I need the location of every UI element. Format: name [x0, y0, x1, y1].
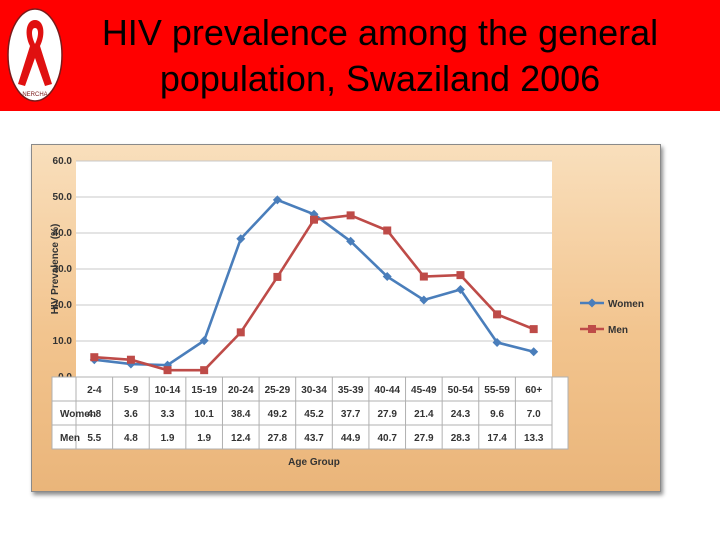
svg-text:NERCHA: NERCHA [22, 92, 47, 98]
y-tick-label: 30.0 [53, 264, 73, 275]
data-table [51, 376, 569, 450]
legend-marker [588, 325, 596, 333]
slide-header: NERCHA HIV prevalence among the general … [0, 0, 720, 111]
data-point-women [455, 285, 465, 295]
y-tick-label: 20.0 [53, 300, 73, 311]
data-point-women [199, 336, 209, 346]
table-cell-value: 4.8 [87, 409, 101, 420]
data-point-men [346, 211, 355, 220]
table-cell-value: 13.3 [524, 433, 544, 444]
y-tick-label: 10.0 [53, 336, 73, 347]
table-cell-value: 7.0 [527, 409, 541, 420]
x-tick-label: 50-54 [448, 385, 474, 396]
table-cell-value: 28.3 [451, 433, 471, 444]
data-point-men [200, 366, 209, 375]
x-tick-label: 5-9 [124, 385, 139, 396]
x-tick-label: 20-24 [228, 385, 254, 396]
legend-marker [587, 298, 597, 308]
table-cell-value: 21.4 [414, 409, 434, 420]
data-point-women [382, 272, 392, 282]
table-cell-value: 40.7 [377, 433, 397, 444]
y-tick-label: 40.0 [53, 228, 73, 239]
table-cell-value: 9.6 [490, 409, 504, 420]
data-point-women [126, 359, 136, 369]
table-cell-value: 45.2 [304, 409, 324, 420]
data-point-men [456, 271, 465, 280]
data-point-men [273, 272, 282, 281]
x-tick-label: 45-49 [411, 385, 437, 396]
table-cell-value: 27.8 [268, 433, 288, 444]
table-cell-value: 44.9 [341, 433, 361, 444]
table-cell-value: 24.3 [451, 409, 471, 420]
table-cell-value: 10.1 [194, 409, 214, 420]
x-tick-label: 30-34 [301, 385, 327, 396]
data-point-men [310, 215, 318, 224]
x-axis-label: Age Group [288, 457, 340, 468]
data-point-men [419, 272, 428, 281]
y-tick-label: 50.0 [53, 192, 73, 203]
data-point-women [272, 195, 282, 205]
data-point-men [383, 226, 392, 235]
x-tick-label: 2-4 [87, 385, 102, 396]
data-point-men [126, 355, 135, 364]
legend-label: Women [608, 299, 644, 310]
table-cell-value: 38.4 [231, 409, 251, 420]
table-cell-value: 4.8 [124, 433, 138, 444]
data-point-men [163, 366, 172, 375]
nercha-ribbon-logo: NERCHA [7, 8, 63, 102]
y-axis-label: HIV Prevalence (%) [50, 224, 61, 315]
table-series-name: Men [60, 433, 80, 444]
x-tick-label: 40-44 [374, 385, 400, 396]
table-cell-value: 3.3 [161, 409, 175, 420]
data-point-men [236, 328, 245, 337]
data-point-women [236, 234, 246, 244]
table-cell-value: 5.5 [87, 433, 101, 444]
data-point-men [493, 310, 502, 319]
x-tick-label: 15-19 [191, 385, 217, 396]
y-tick-label: 60.0 [53, 156, 73, 167]
data-point-men [90, 353, 99, 362]
table-cell-value: 37.7 [341, 409, 361, 420]
x-tick-label: 60+ [525, 385, 542, 396]
table-cell-value: 17.4 [487, 433, 507, 444]
table-series-name: Women [60, 409, 96, 420]
table-cell-value: 49.2 [268, 409, 288, 420]
data-point-men [529, 325, 538, 334]
table-cell-value: 27.9 [377, 409, 397, 420]
table-cell-value: 1.9 [197, 433, 211, 444]
x-tick-label: 55-59 [484, 385, 510, 396]
table-cell-value: 1.9 [161, 433, 175, 444]
data-point-women [346, 236, 356, 246]
table-cell-value: 43.7 [304, 433, 324, 444]
data-point-women [492, 337, 502, 347]
table-cell-value: 27.9 [414, 433, 434, 444]
table-cell-value: 12.4 [231, 433, 251, 444]
data-point-women [529, 347, 539, 357]
x-tick-label: 25-29 [265, 385, 291, 396]
data-point-women [419, 295, 429, 305]
legend-label: Men [608, 325, 628, 336]
table-cell-value: 3.6 [124, 409, 138, 420]
slide-title: HIV prevalence among the general populat… [101, 12, 659, 99]
x-tick-label: 35-39 [338, 385, 364, 396]
x-tick-label: 10-14 [155, 385, 181, 396]
